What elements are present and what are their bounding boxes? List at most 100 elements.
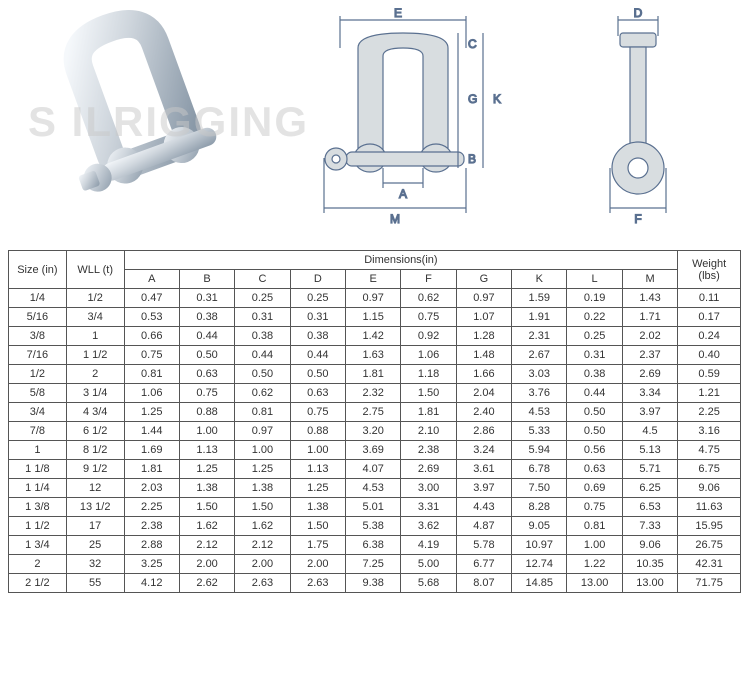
table-cell: 1.00 (235, 441, 290, 460)
table-cell: 1.38 (290, 498, 345, 517)
table-cell: 6.38 (346, 536, 401, 555)
table-cell: 0.31 (235, 308, 290, 327)
table-cell: 1.62 (179, 517, 234, 536)
table-cell: 1.13 (179, 441, 234, 460)
table-cell: 2.40 (456, 403, 511, 422)
table-cell: 6.78 (512, 460, 567, 479)
table-cell: 0.25 (290, 289, 345, 308)
table-cell: 1.43 (622, 289, 677, 308)
table-cell: 12 (66, 479, 124, 498)
table-cell: 5.78 (456, 536, 511, 555)
table-cell: 7.50 (512, 479, 567, 498)
table-cell: 6.75 (678, 460, 741, 479)
col-dimensions: Dimensions(in) (124, 251, 678, 270)
spec-table: Size (in) WLL (t) Dimensions(in) Weight … (8, 250, 741, 593)
table-cell: 2.38 (401, 441, 456, 460)
table-cell: 1.81 (401, 403, 456, 422)
table-cell: 0.81 (567, 517, 622, 536)
table-cell: 1.38 (235, 479, 290, 498)
table-cell: 7/16 (9, 346, 67, 365)
table-cell: 3.00 (401, 479, 456, 498)
table-cell: 2.31 (512, 327, 567, 346)
table-cell: 5.71 (622, 460, 677, 479)
col-M: M (622, 270, 677, 289)
table-cell: 1 3/8 (9, 498, 67, 517)
table-cell: 1/2 (9, 365, 67, 384)
table-cell: 0.81 (235, 403, 290, 422)
table-row: 1 3/813 1/22.251.501.501.385.013.314.438… (9, 498, 741, 517)
col-wll: WLL (t) (66, 251, 124, 289)
table-cell: 0.56 (567, 441, 622, 460)
table-cell: 8.07 (456, 574, 511, 593)
col-size: Size (in) (9, 251, 67, 289)
table-cell: 4.53 (512, 403, 567, 422)
technical-diagram: E C G K (288, 8, 741, 228)
table-cell: 1.71 (622, 308, 677, 327)
table-cell: 6 1/2 (66, 422, 124, 441)
table-cell: 1.06 (124, 384, 179, 403)
product-photo (8, 8, 288, 228)
table-cell: 2.12 (235, 536, 290, 555)
table-cell: 13.00 (622, 574, 677, 593)
table-cell: 2 (66, 365, 124, 384)
table-cell: 4.5 (622, 422, 677, 441)
table-cell: 2.03 (124, 479, 179, 498)
table-cell: 0.38 (179, 308, 234, 327)
table-row: 2323.252.002.002.007.255.006.7712.741.22… (9, 555, 741, 574)
col-C: C (235, 270, 290, 289)
table-cell: 42.31 (678, 555, 741, 574)
dim-label-E: E (394, 8, 402, 20)
table-cell: 2.75 (346, 403, 401, 422)
table-cell: 1 (66, 327, 124, 346)
table-cell: 0.25 (567, 327, 622, 346)
table-cell: 0.53 (124, 308, 179, 327)
table-cell: 1/2 (66, 289, 124, 308)
table-row: 7/86 1/21.441.000.970.883.202.102.865.33… (9, 422, 741, 441)
table-cell: 0.81 (124, 365, 179, 384)
table-cell: 13 1/2 (66, 498, 124, 517)
table-cell: 5/8 (9, 384, 67, 403)
table-cell: 3.76 (512, 384, 567, 403)
table-cell: 10.97 (512, 536, 567, 555)
table-cell: 3.24 (456, 441, 511, 460)
table-cell: 0.31 (179, 289, 234, 308)
table-cell: 71.75 (678, 574, 741, 593)
table-cell: 3.25 (124, 555, 179, 574)
table-cell: 2.69 (401, 460, 456, 479)
table-cell: 55 (66, 574, 124, 593)
table-cell: 5.00 (401, 555, 456, 574)
table-cell: 1.38 (179, 479, 234, 498)
table-cell: 1.07 (456, 308, 511, 327)
table-cell: 2.69 (622, 365, 677, 384)
table-cell: 3.69 (346, 441, 401, 460)
table-cell: 2.62 (179, 574, 234, 593)
table-head: Size (in) WLL (t) Dimensions(in) Weight … (9, 251, 741, 289)
table-cell: 11.63 (678, 498, 741, 517)
table-cell: 0.97 (235, 422, 290, 441)
table-cell: 0.31 (567, 346, 622, 365)
table-cell: 1.75 (290, 536, 345, 555)
table-cell: 3.31 (401, 498, 456, 517)
table-cell: 5.13 (622, 441, 677, 460)
col-B: B (179, 270, 234, 289)
table-cell: 8.28 (512, 498, 567, 517)
table-cell: 1/4 (9, 289, 67, 308)
table-cell: 1.00 (179, 422, 234, 441)
table-cell: 25 (66, 536, 124, 555)
table-cell: 15.95 (678, 517, 741, 536)
table-cell: 12.74 (512, 555, 567, 574)
table-cell: 5.33 (512, 422, 567, 441)
table-cell: 1.81 (124, 460, 179, 479)
table-cell: 6.77 (456, 555, 511, 574)
table-cell: 2.86 (456, 422, 511, 441)
table-cell: 1 (9, 441, 67, 460)
table-cell: 1.25 (179, 460, 234, 479)
table-cell: 6.53 (622, 498, 677, 517)
table-row: 1 1/2172.381.621.621.505.383.624.879.050… (9, 517, 741, 536)
table-cell: 1.06 (401, 346, 456, 365)
col-E: E (346, 270, 401, 289)
table-cell: 0.97 (346, 289, 401, 308)
dim-label-C: C (468, 37, 477, 51)
table-cell: 1 1/2 (9, 517, 67, 536)
dim-label-F: F (634, 212, 641, 226)
